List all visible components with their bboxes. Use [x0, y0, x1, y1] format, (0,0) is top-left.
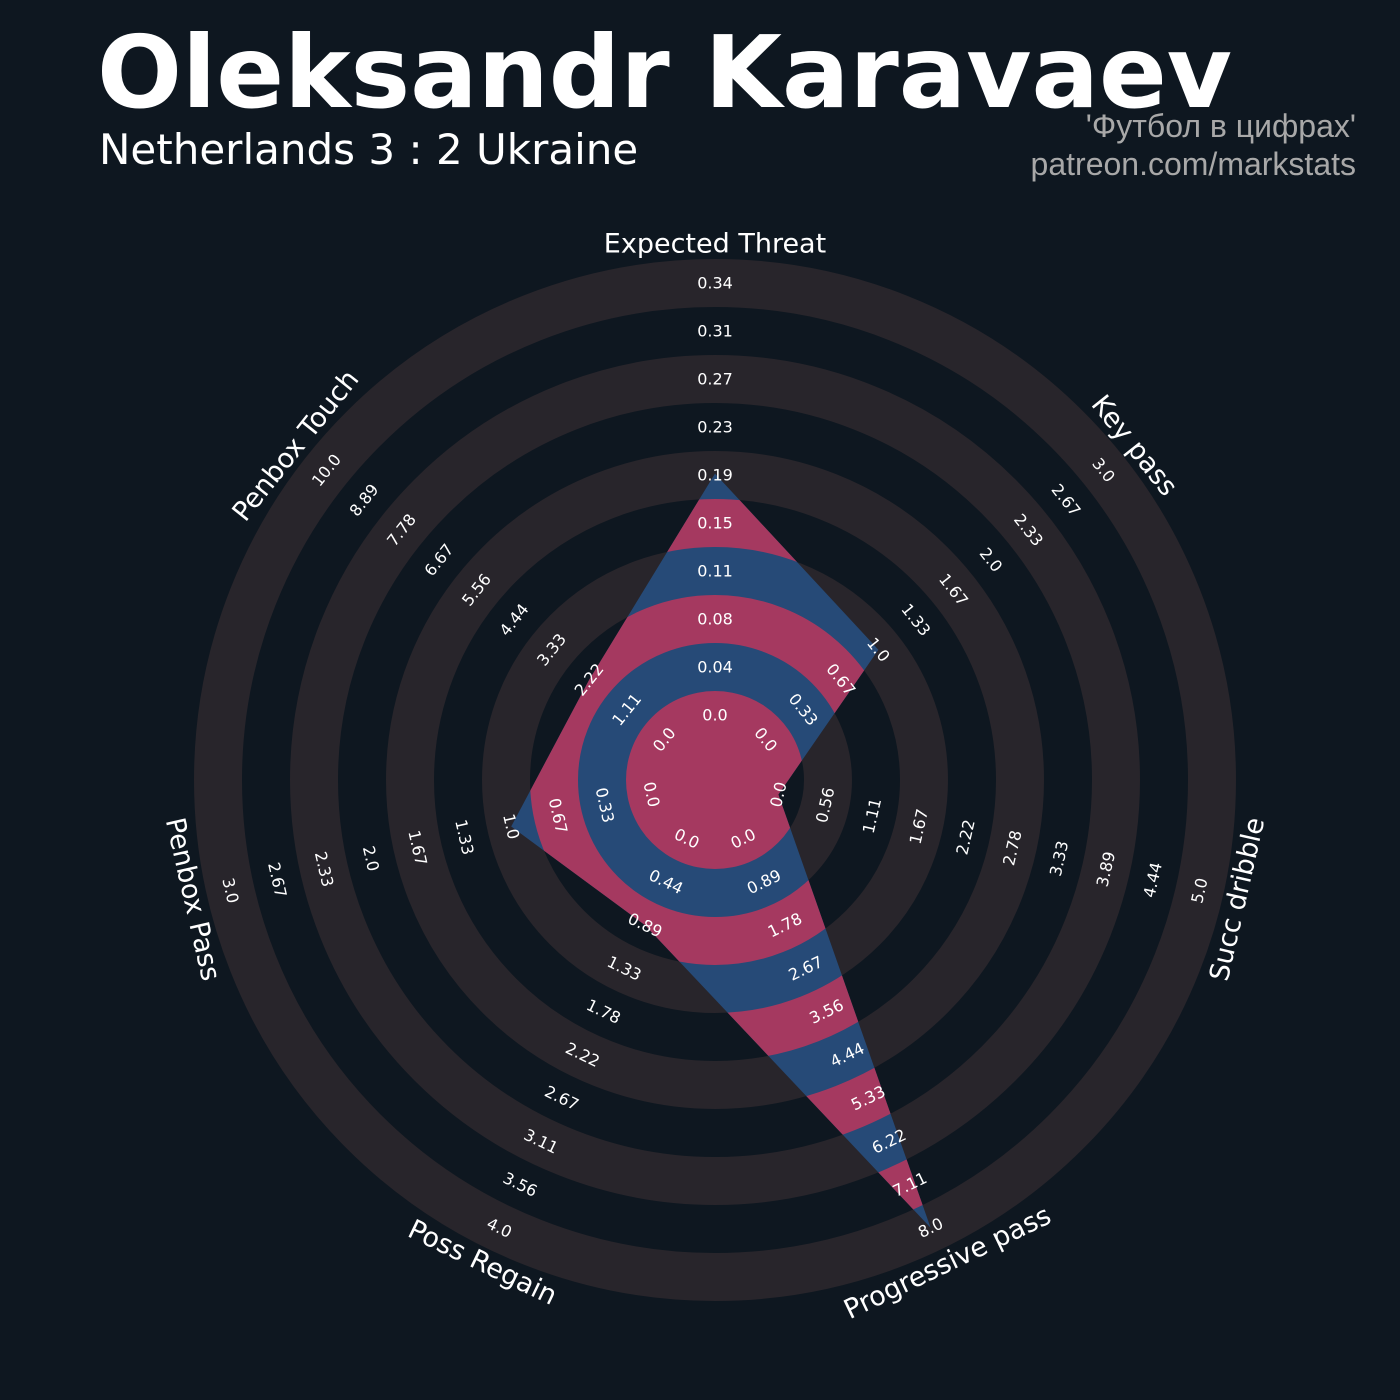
tick-label: 0.08 — [697, 610, 733, 629]
tick-label: 6.67 — [420, 540, 457, 580]
tick-label: 0.31 — [697, 322, 733, 341]
tick-label: 2.67 — [542, 1082, 582, 1115]
tick-label: 0.11 — [697, 562, 733, 581]
tick-label: 2.0 — [359, 844, 383, 873]
match-subtitle: Netherlands 3 : 2 Ukraine — [99, 125, 639, 174]
tick-label: 0.34 — [697, 274, 733, 293]
tick-label: 3.33 — [1046, 839, 1072, 878]
tick-label: 0.0 — [702, 706, 727, 725]
background-ring — [194, 259, 1236, 1301]
tick-label: 2.67 — [1047, 480, 1084, 520]
tick-label: 2.22 — [952, 818, 978, 857]
credit-line-2: patreon.com/markstats — [1030, 146, 1356, 182]
tick-label: 4.44 — [496, 600, 533, 640]
credit-line-1: 'Футбол в цифрах' — [1085, 108, 1356, 144]
tick-label: 0.04 — [697, 658, 733, 677]
tick-label: 1.11 — [859, 796, 885, 835]
tick-label: 1.33 — [451, 818, 477, 857]
tick-label: 2.0 — [976, 544, 1007, 576]
player-name-title: Oleksandr Karavaev — [97, 14, 1232, 131]
tick-label: 0.19 — [697, 466, 733, 485]
tick-label: 0.23 — [697, 418, 733, 437]
tick-label: 4.44 — [1139, 860, 1165, 899]
param-label: Expected Threat — [604, 229, 826, 260]
tick-label: 3.56 — [500, 1168, 540, 1201]
tick-label: 0.27 — [697, 370, 733, 389]
tick-label: 0.15 — [697, 514, 733, 533]
tick-label: 8.89 — [345, 480, 382, 520]
tick-label: 2.67 — [264, 860, 290, 899]
radar-band — [626, 691, 804, 869]
tick-label: 1.33 — [897, 600, 934, 640]
tick-label: 1.78 — [583, 995, 623, 1028]
background-ring — [290, 355, 1140, 1205]
